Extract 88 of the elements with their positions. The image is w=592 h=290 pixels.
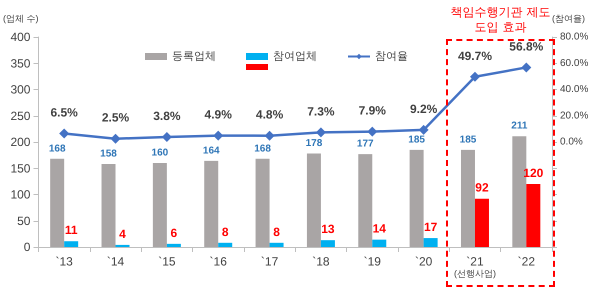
data-label: 185 xyxy=(408,134,426,146)
text: 책임수행기관 제도 도입 효과 xyxy=(450,5,550,35)
y-tick-label: 300 xyxy=(10,82,31,96)
data-label: 17 xyxy=(424,220,438,234)
y2-tick-label: 0.0% xyxy=(560,136,583,148)
point xyxy=(521,62,532,72)
bar xyxy=(166,244,181,247)
x-tick-label: `14 xyxy=(106,254,125,268)
data-label: 14 xyxy=(372,222,386,236)
legend-label: 참여업체 xyxy=(273,50,317,62)
data-label: 13 xyxy=(321,222,335,236)
data-label: 120 xyxy=(523,166,544,180)
y-tick-label: 0 xyxy=(24,240,31,254)
bar xyxy=(424,238,438,247)
data-label: 4.8% xyxy=(256,108,284,122)
bar xyxy=(218,242,232,247)
x-tick-label: `15 xyxy=(158,254,176,268)
data-label: 2.5% xyxy=(102,110,130,125)
bar xyxy=(204,160,218,247)
bar xyxy=(152,163,167,247)
x-tick-label: `20 xyxy=(414,254,433,268)
bar xyxy=(526,184,540,247)
data-label: 168 xyxy=(48,143,66,154)
data-label: 8 xyxy=(222,224,229,239)
data-label: 11 xyxy=(64,223,78,238)
y-tick-label: 200 xyxy=(10,135,31,149)
y-tick-label: 50 xyxy=(17,214,31,228)
bar xyxy=(256,158,270,247)
bar xyxy=(372,240,386,247)
bar xyxy=(410,150,424,247)
y-tick-label: 150 xyxy=(10,161,31,176)
data-label: 92 xyxy=(475,180,489,195)
bar xyxy=(102,164,116,247)
data-label: 178 xyxy=(306,138,323,150)
bar xyxy=(64,241,78,247)
point xyxy=(110,134,121,144)
data-label: 9.2% xyxy=(410,102,438,116)
y2-tick-label: 60.0% xyxy=(560,58,588,69)
bar xyxy=(358,154,372,247)
data-label: 3.8% xyxy=(153,109,181,124)
data-label: 49.7% xyxy=(458,48,492,63)
legend-label: 참여율 xyxy=(375,50,408,62)
data-label: 7.9% xyxy=(358,104,386,118)
bar xyxy=(320,240,335,247)
data-label: 177 xyxy=(356,138,374,150)
x-tick-label: `13 xyxy=(56,254,74,268)
data-label: 185 xyxy=(460,134,477,146)
bar xyxy=(460,150,475,247)
bar xyxy=(270,242,284,247)
y-tick-label: 350 xyxy=(10,56,31,70)
y-axis-title: (업체 수) xyxy=(2,14,38,24)
point xyxy=(264,130,275,141)
x-tick-label: `17 xyxy=(260,254,279,268)
data-label: 56.8% xyxy=(509,39,544,54)
data-label: 4.9% xyxy=(204,108,232,122)
point xyxy=(316,127,326,138)
point xyxy=(367,126,378,137)
point xyxy=(470,72,480,82)
bar xyxy=(306,154,321,247)
data-label: 164 xyxy=(202,145,220,156)
data-label: 211 xyxy=(511,120,528,132)
y2-tick-label: 80.0% xyxy=(560,32,588,42)
y2-tick-label: 40.0% xyxy=(560,84,588,95)
x-tick-label: `22 xyxy=(518,254,536,268)
bar xyxy=(50,158,64,247)
y-tick-label: 100 xyxy=(10,188,31,202)
x-tick-label: `18 xyxy=(312,254,330,268)
point xyxy=(59,128,70,138)
data-label: 6 xyxy=(170,226,178,240)
x-tick-label: `21 (선행사업) xyxy=(454,254,496,278)
data-label: 160 xyxy=(152,148,169,158)
legend-label: 등록업체 xyxy=(172,50,216,62)
point xyxy=(213,130,224,141)
data-label: 6.5% xyxy=(50,105,78,120)
point xyxy=(162,132,172,142)
y2-axis-title: (참여율) xyxy=(552,14,585,24)
data-label: 4 xyxy=(119,226,126,241)
y2-tick-label: 20.0% xyxy=(560,110,588,122)
data-label: 158 xyxy=(100,148,118,160)
data-label: 168 xyxy=(254,143,272,154)
x-tick-label: `16 xyxy=(210,254,228,268)
bar xyxy=(474,198,489,247)
y-tick-label: 250 xyxy=(10,108,31,123)
data-label: 8 xyxy=(273,224,280,239)
point xyxy=(418,124,429,135)
data-label: 7.3% xyxy=(307,104,335,118)
x-tick-label: `19 xyxy=(364,254,382,268)
y-tick-label: 400 xyxy=(10,30,31,44)
